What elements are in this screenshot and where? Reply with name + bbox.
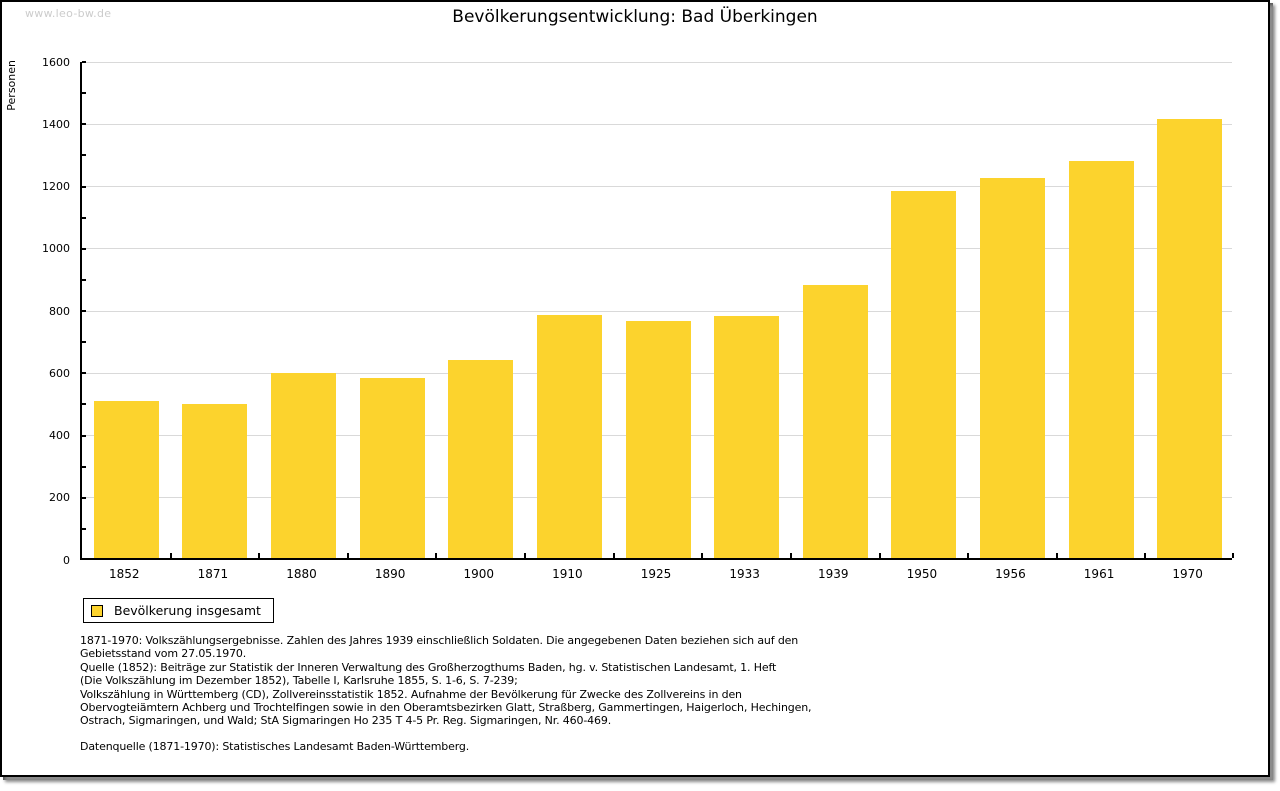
x-tick-label: 1852 [109, 567, 140, 581]
y-axis-tick [82, 527, 86, 530]
x-axis-tick [346, 553, 349, 558]
chart-window-frame: www.leo-bw.de Bevölkerungsentwicklung: B… [0, 0, 1270, 777]
bar-1939 [802, 285, 868, 558]
y-axis-tick [82, 465, 86, 468]
x-tick-label: 1956 [995, 567, 1026, 581]
x-tick-label: 1961 [1083, 567, 1115, 581]
x-tick-label: 1871 [197, 567, 229, 581]
y-axis-tick [82, 92, 86, 95]
legend-color-swatch [91, 604, 103, 617]
x-axis-tick [169, 553, 172, 558]
y-axis-tick [82, 310, 86, 312]
y-axis-tick [82, 278, 86, 281]
gridline [82, 61, 1232, 63]
footnote-line: 1871-1970: Volkszählungsergebnisse. Zahl… [80, 634, 799, 647]
footnote-line: Obervogteiämtern Achberg und Trochtelfin… [80, 701, 812, 715]
footnotes: 1871-1970: Volkszählungsergebnisse. Zahl… [80, 634, 910, 728]
y-tick-label: 0 [63, 553, 70, 567]
x-axis-tick [612, 553, 615, 558]
bar-1933 [714, 315, 780, 558]
y-tick-label: 1400 [42, 117, 70, 131]
footnote-line: Gebietsstand vom 27.05.1970. [80, 647, 247, 661]
bar-1910 [536, 314, 602, 558]
legend-label: Bevölkerung insgesamt [114, 603, 261, 618]
x-tick-label: 1939 [817, 567, 849, 581]
datenquelle-line: Datenquelle (1871-1970): Statistisches L… [80, 740, 470, 753]
y-axis-tick [82, 185, 86, 188]
footnote-line: Quelle (1852): Beiträge zur Statistik de… [80, 660, 777, 674]
bar-1970 [1157, 118, 1223, 558]
footnote-line: Volkszählung in Württemberg (CD), Zollve… [80, 687, 742, 701]
y-tick-label: 800 [49, 304, 70, 318]
y-axis-tick [82, 403, 86, 406]
y-axis-label: Personen [5, 60, 18, 111]
y-axis-tick [82, 216, 86, 219]
bar-1925 [625, 321, 691, 558]
gridline [82, 123, 1232, 125]
plot-area [80, 61, 1234, 560]
x-axis-tick [1055, 553, 1058, 558]
bar-1880 [271, 372, 337, 558]
footnote-line: Ostrach, Sigmaringen, und Wald; StA Sigm… [80, 714, 612, 728]
y-axis-tick [82, 123, 86, 126]
bar-1871 [182, 403, 248, 558]
x-axis-tick [258, 553, 261, 558]
x-axis-tick [878, 553, 881, 558]
gridline [82, 186, 1232, 187]
y-axis-tick [82, 154, 86, 157]
y-axis-tick [82, 61, 86, 63]
y-tick-label: 200 [49, 491, 70, 505]
x-tick-label: 1900 [463, 567, 495, 581]
x-axis-tick [967, 553, 970, 558]
y-tick-label: 1600 [42, 55, 70, 69]
watermark-leo-bw: www.leo-bw.de [25, 7, 112, 20]
x-axis-tick [1232, 553, 1234, 558]
x-axis-tick [789, 553, 792, 558]
bar-1900 [448, 359, 514, 558]
y-axis-tick [82, 434, 86, 437]
x-tick-label: 1890 [374, 567, 406, 581]
legend: Bevölkerung insgesamt [83, 598, 274, 623]
x-axis-tick [701, 553, 704, 558]
bar-1890 [359, 378, 425, 558]
y-tick-label: 1000 [42, 242, 70, 256]
x-tick-label: 1925 [640, 567, 672, 581]
y-axis-tick [82, 341, 86, 344]
gridline [82, 310, 1232, 312]
bar-1961 [1068, 160, 1134, 558]
y-axis-tick [82, 372, 86, 375]
chart-title: Bevölkerungsentwicklung: Bad Überkingen [452, 7, 818, 27]
x-axis-tick [435, 553, 438, 558]
x-axis-tick [524, 553, 527, 558]
y-axis-tick [82, 496, 86, 499]
y-tick-label: 600 [49, 366, 70, 380]
y-axis-tick [82, 247, 86, 250]
x-tick-label: 1970 [1172, 567, 1203, 581]
x-tick-label: 1910 [552, 567, 583, 581]
x-axis-tick [1144, 553, 1147, 558]
gridline [82, 248, 1232, 250]
bar-1852 [93, 401, 159, 558]
y-tick-label: 400 [49, 429, 70, 442]
footnote-line: (Die Volkszählung im Dezember 1852), Tab… [80, 674, 518, 688]
bar-1956 [979, 177, 1045, 558]
x-tick-label: 1880 [286, 567, 317, 581]
x-tick-label: 1950 [906, 567, 938, 581]
x-axis-tick-labels: 1852 1871 1880 1890 1900 1910 1925 1933 1939 1950… [80, 567, 1232, 583]
bar-1950 [891, 191, 957, 558]
y-tick-label: 1200 [42, 180, 70, 193]
x-tick-label: 1933 [729, 567, 760, 581]
y-axis-tick-labels: 0 200 400 600 800 1000 1200 1400 1600 [22, 56, 74, 567]
